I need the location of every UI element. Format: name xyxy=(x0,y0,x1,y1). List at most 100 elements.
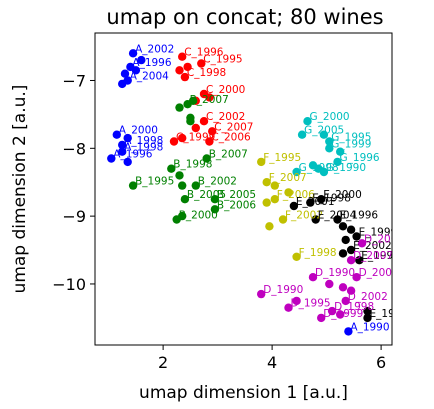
point-label: C_2007 xyxy=(214,121,253,133)
data-point xyxy=(338,249,348,258)
data-point xyxy=(191,181,200,190)
point-label: A_2000 xyxy=(119,125,158,137)
data-point xyxy=(289,201,299,211)
data-point xyxy=(319,130,329,139)
point-label: B_2002 xyxy=(198,176,237,188)
data-point xyxy=(107,154,116,163)
data-point xyxy=(210,205,220,214)
data-point xyxy=(183,62,192,72)
data-point xyxy=(363,306,372,316)
data-point xyxy=(284,188,293,197)
data-point xyxy=(292,167,301,177)
plot-frame xyxy=(94,32,393,346)
data-point xyxy=(319,167,329,177)
point-label: E_1996 xyxy=(340,210,379,222)
point-label: A_1996 xyxy=(132,57,171,69)
data-point xyxy=(186,117,195,126)
point-label: F_2007 xyxy=(269,172,307,184)
y-tick-label: −9 xyxy=(62,207,86,226)
point-label: E_2000 xyxy=(323,189,362,201)
point-label: B_1998 xyxy=(173,159,212,171)
y-tick-label: −10 xyxy=(52,275,86,294)
point-label: B_2006 xyxy=(217,199,256,211)
data-point xyxy=(199,117,209,126)
data-point xyxy=(308,161,318,170)
data-point xyxy=(325,137,334,146)
point-label: G_1999 xyxy=(331,138,371,150)
data-point xyxy=(341,296,350,306)
point-label: D_1998 xyxy=(334,301,374,313)
data-point xyxy=(317,313,326,323)
data-point xyxy=(270,195,279,204)
data-point xyxy=(338,283,348,292)
point-label: C_1999 xyxy=(176,132,215,144)
data-point xyxy=(123,157,132,167)
data-point xyxy=(336,147,345,156)
data-point xyxy=(352,232,361,241)
data-point xyxy=(175,66,184,75)
data-point xyxy=(118,79,127,89)
point-label: D_1990 xyxy=(315,267,355,279)
data-point xyxy=(205,93,214,102)
data-point xyxy=(346,225,356,234)
data-point xyxy=(118,147,127,156)
x-axis-label: umap dimension 1 [a.u.] xyxy=(139,383,348,403)
point-label: E_2001 xyxy=(296,196,335,208)
data-point xyxy=(278,215,288,224)
data-point xyxy=(346,286,356,295)
data-point xyxy=(292,296,301,306)
point-label: F_2006 xyxy=(277,189,315,201)
data-point xyxy=(180,195,190,204)
data-point xyxy=(363,313,372,323)
data-point xyxy=(128,49,138,58)
point-label: A_2002 xyxy=(135,43,174,55)
point-labels-layer: A_2002A_1996A_2004A_2000A_1998A_1998A_19… xyxy=(113,43,400,333)
data-point xyxy=(262,198,271,207)
data-point xyxy=(112,130,122,139)
point-label: E_2004 xyxy=(318,210,357,222)
point-label: E_1995 xyxy=(361,250,400,262)
data-point xyxy=(317,195,326,204)
data-point xyxy=(118,140,127,150)
point-label: F_2002 xyxy=(285,210,323,222)
data-point xyxy=(352,273,361,282)
data-point xyxy=(202,154,211,163)
point-label: G_1990 xyxy=(326,162,366,174)
y-tick-label: −8 xyxy=(62,139,86,158)
data-point xyxy=(191,123,200,133)
data-point xyxy=(167,164,176,173)
point-label: D_1999 xyxy=(323,308,363,320)
point-label: A_1996 xyxy=(113,149,152,161)
point-label: B_2007 xyxy=(209,149,248,161)
data-point xyxy=(131,66,141,75)
axis-ticks: 2 4 6 −7 −8 −9 −10 xyxy=(52,71,386,372)
points-layer xyxy=(107,49,372,336)
point-label: C_1995 xyxy=(203,54,242,66)
data-point xyxy=(303,117,312,126)
point-label: B_2005 xyxy=(187,189,226,201)
data-point xyxy=(338,222,348,231)
point-label: D_1995 xyxy=(291,298,331,310)
point-label: G_2005 xyxy=(304,125,344,137)
y-tick-label: −7 xyxy=(62,71,86,90)
point-label: C_1996 xyxy=(184,47,224,59)
data-point xyxy=(180,72,190,82)
point-label: C_1998 xyxy=(187,67,226,79)
data-point xyxy=(169,137,179,146)
point-label: A_1998 xyxy=(124,135,163,147)
data-point xyxy=(327,306,337,316)
data-point xyxy=(128,181,138,190)
data-point xyxy=(341,235,350,245)
y-axis-label: umap dimension 2 [a.u.] xyxy=(10,85,30,294)
point-label: D_2004 xyxy=(359,267,399,279)
data-point xyxy=(257,157,266,167)
data-point xyxy=(344,327,353,336)
point-label: E_1999 xyxy=(359,227,398,239)
data-point xyxy=(208,127,217,136)
data-point xyxy=(308,273,318,282)
data-point xyxy=(336,310,345,319)
point-label: C_2002 xyxy=(206,111,245,123)
x-tick-label: 6 xyxy=(376,353,386,372)
data-point xyxy=(175,103,184,112)
